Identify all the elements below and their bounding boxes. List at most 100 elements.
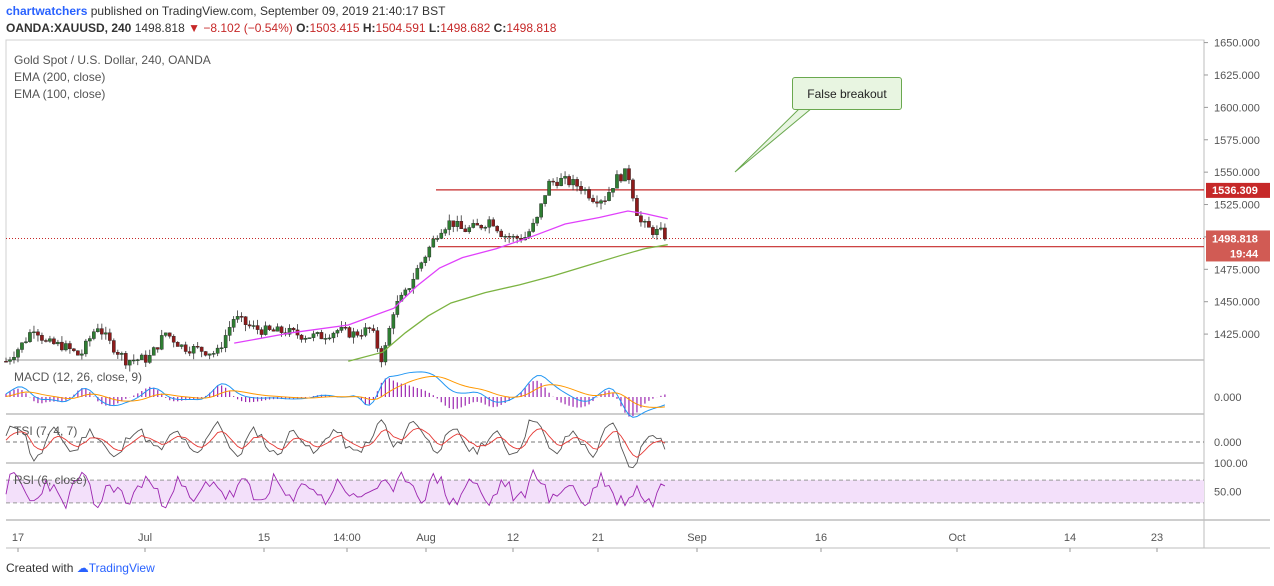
candle-body	[471, 223, 476, 228]
candle-body	[555, 181, 559, 186]
candle-body	[499, 230, 503, 237]
candle-body	[131, 359, 136, 362]
candle-body	[155, 347, 160, 350]
candle-body	[659, 227, 663, 230]
footer: Created with ☁TradingView	[6, 561, 155, 575]
level-price-tag	[1206, 182, 1270, 198]
candle-body	[387, 328, 392, 346]
price-tick-label: 1625.000	[1214, 70, 1260, 82]
candle-body	[327, 337, 332, 340]
tsi-line	[5, 419, 666, 469]
candle-body	[68, 343, 72, 350]
candle-body	[403, 289, 408, 296]
time-tick-label: 17	[12, 532, 24, 544]
created-with: Created with	[6, 561, 74, 575]
candle-body	[151, 347, 156, 356]
time-tick-label: Jul	[138, 532, 152, 544]
ema200-legend[interactable]: EMA (200, close)	[14, 70, 106, 84]
candle-body	[171, 336, 176, 343]
candle-body	[427, 246, 432, 258]
candle-body	[339, 327, 344, 331]
close-label: C:	[493, 21, 507, 35]
rsi-legend[interactable]: RSI (6, close)	[14, 473, 87, 487]
candle-body	[243, 316, 248, 325]
candle-body	[120, 353, 124, 355]
candle-body	[507, 236, 511, 238]
time-tick-label: Oct	[948, 532, 965, 544]
candle-body	[547, 180, 551, 196]
time-tick-label: 14	[1064, 532, 1076, 544]
candle-body	[511, 236, 515, 238]
candle-body	[663, 227, 667, 240]
candle-body	[315, 332, 320, 334]
candle-body	[195, 346, 200, 348]
ema100-legend[interactable]: EMA (100, close)	[14, 87, 106, 101]
candle-body	[179, 344, 184, 347]
candle-body	[379, 348, 384, 363]
price-tick-label: 1650.000	[1214, 38, 1260, 50]
price-tick-label: 1450.000	[1214, 297, 1260, 309]
false-breakout-callout[interactable]: False breakout	[792, 77, 902, 110]
candle-body	[639, 215, 643, 223]
candle-body	[183, 344, 188, 352]
candle-body	[127, 360, 132, 366]
candle-body	[96, 328, 100, 332]
candle-body	[323, 338, 328, 340]
candle-body	[531, 222, 535, 232]
candle-body	[20, 342, 24, 350]
candle-body	[48, 338, 52, 342]
open-label: O:	[296, 21, 310, 35]
candle-body	[455, 221, 460, 227]
candle-body	[495, 225, 499, 232]
candle-body	[459, 221, 464, 230]
candle-body	[631, 179, 635, 199]
candle-body	[28, 332, 32, 342]
candle-body	[299, 334, 304, 340]
tradingview-link[interactable]: TradingView	[88, 561, 155, 575]
candle-body	[159, 335, 164, 350]
candle-body	[203, 351, 208, 356]
candle-body	[287, 327, 292, 335]
candle-body	[76, 350, 80, 356]
callout-pointer	[734, 107, 814, 173]
candle-body	[491, 219, 495, 227]
candle-body	[647, 221, 651, 228]
candle-body	[135, 359, 140, 361]
candle-body	[611, 188, 615, 193]
macd-legend[interactable]: MACD (12, 26, close, 9)	[14, 370, 143, 384]
tradingview-logo-icon: ☁	[76, 561, 89, 575]
author-link[interactable]: chartwatchers	[6, 4, 88, 18]
candle-body	[627, 168, 631, 181]
candle-body	[347, 327, 352, 338]
candle-body	[579, 186, 583, 191]
price-tick-label: 1575.000	[1214, 135, 1260, 147]
tsi-legend[interactable]: TSI (7, 4, 7)	[14, 424, 78, 438]
last-price-label: 1498.818	[1212, 233, 1258, 245]
close-value: 1498.818	[506, 21, 557, 35]
candle-body	[307, 337, 312, 339]
candle-body	[40, 335, 44, 341]
candle-body	[32, 331, 36, 334]
candle-body	[279, 326, 284, 333]
candle-body	[635, 198, 639, 216]
candle-body	[311, 333, 316, 338]
down-arrow-icon: ▼	[188, 21, 200, 35]
time-tick-label: 16	[815, 532, 827, 544]
candle-body	[108, 332, 112, 341]
candle-body	[4, 361, 8, 363]
candle-body	[559, 178, 563, 186]
candle-body	[483, 227, 488, 229]
low-value: 1498.682	[440, 21, 491, 35]
time-tick-label: 14:00	[333, 532, 361, 544]
candle-body	[235, 316, 240, 320]
low-label: L:	[428, 21, 441, 35]
candle-body	[147, 355, 152, 363]
last-price-tag	[1206, 230, 1270, 262]
candle-body	[375, 330, 380, 349]
ema200-line	[348, 244, 668, 362]
candle-body	[371, 328, 376, 331]
candle-body	[80, 353, 84, 356]
published-text: published on TradingView.com, September …	[90, 4, 446, 18]
candle-body	[163, 332, 168, 336]
